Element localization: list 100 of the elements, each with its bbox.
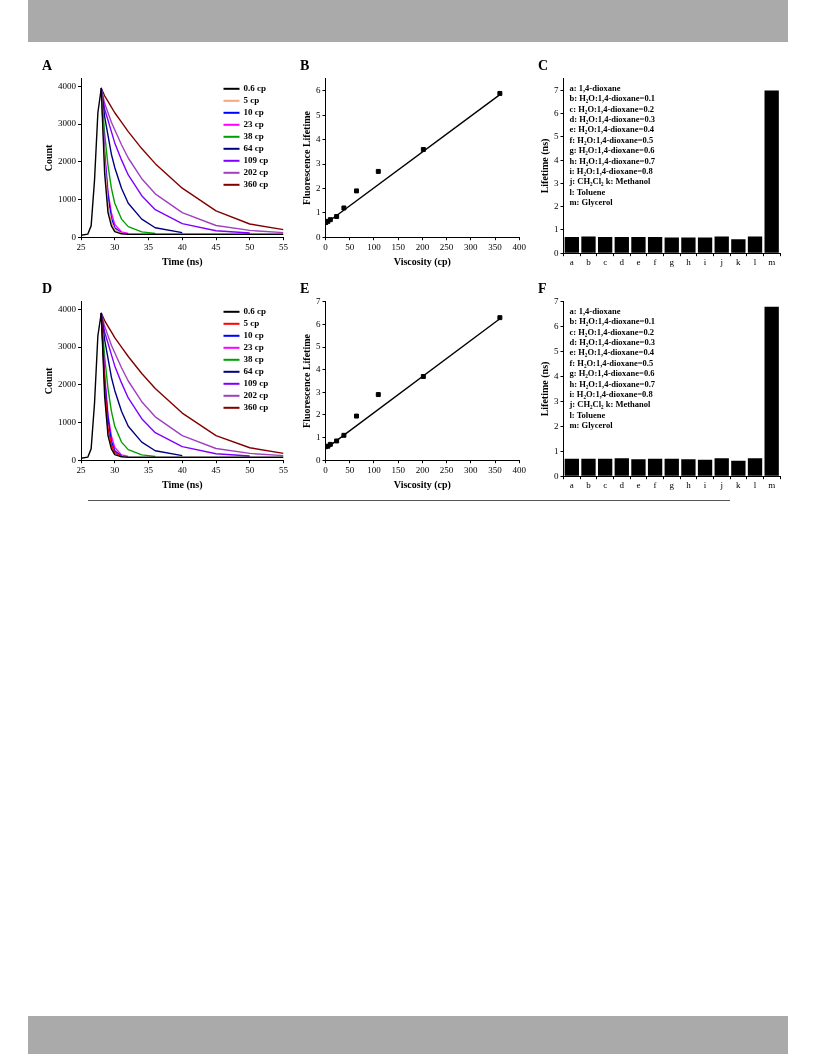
x-tick-label: e: [636, 256, 641, 267]
y-tick-label: 2000: [58, 156, 77, 167]
x-tick-label: 350: [488, 464, 503, 475]
x-tick-label: 30: [110, 464, 120, 475]
y-tick-label: 5: [554, 131, 559, 142]
legend-label: 109 cp: [243, 155, 269, 166]
x-tick-label: l: [753, 479, 757, 490]
legend-label: 0.6 cp: [243, 306, 266, 317]
x-axis-title: Viscosity (cp): [393, 255, 451, 268]
annotation: a: 1,4-dioxane: [569, 305, 622, 317]
x-tick-label: i: [703, 256, 707, 267]
x-tick-label: a: [569, 479, 574, 490]
x-tick-label: 250: [439, 241, 454, 252]
annotation: b: H₂O:1,4-dioxane=0.1: [569, 316, 656, 327]
annotation: g: H₂O:1,4-dioxane=0.6: [569, 368, 656, 379]
x-tick-label: 200: [415, 241, 430, 252]
y-tick-label: 5: [316, 109, 321, 120]
chart-title: B: [300, 58, 310, 74]
x-tick-label: 400: [512, 241, 527, 252]
x-axis-title: Time (ns): [161, 255, 203, 268]
y-axis-title: Fluorescence Lifetime: [300, 333, 312, 428]
legend-label: 360 cp: [243, 402, 269, 413]
legend-label: 10 cp: [243, 330, 264, 341]
x-tick-label: c: [603, 256, 608, 267]
y-tick-label: 6: [554, 321, 559, 332]
x-tick-label: f: [653, 479, 657, 490]
y-tick-label: 2000: [58, 379, 77, 390]
legend-label: 202 cp: [243, 390, 269, 401]
annotation: c: H₂O:1,4-dioxane=0.2: [569, 103, 656, 115]
x-tick-label: 200: [415, 464, 430, 475]
legend-label: 202 cp: [243, 167, 269, 178]
chart-title: C: [538, 58, 549, 74]
x-tick-label: 25: [76, 464, 86, 475]
legend-label: 38 cp: [243, 354, 264, 365]
x-tick-label: 0: [323, 241, 329, 252]
y-tick-label: 7: [554, 84, 559, 95]
annotation: g: H₂O:1,4-dioxane=0.6: [569, 145, 656, 156]
x-tick-label: 350: [488, 241, 503, 252]
annotation: b: H₂O:1,4-dioxane=0.1: [569, 93, 656, 104]
x-tick-label: 55: [279, 241, 289, 252]
chart-title: E: [300, 281, 310, 297]
chart-title: F: [538, 281, 547, 297]
annotation: m: Glycerol: [569, 197, 614, 208]
y-tick-label: 7: [316, 296, 321, 307]
x-tick-label: 150: [391, 241, 406, 252]
y-tick-label: 0: [71, 454, 77, 465]
y-tick-label: 1: [316, 431, 321, 442]
legend-label: 23 cp: [243, 119, 264, 130]
x-tick-label: 55: [279, 464, 289, 475]
x-tick-label: e: [636, 479, 641, 490]
annotation: e: H₂O:1,4-dioxane=0.4: [569, 124, 656, 135]
x-tick-label: 0: [323, 464, 329, 475]
x-tick-label: m: [768, 479, 776, 490]
annotation: e: H₂O:1,4-dioxane=0.4: [569, 347, 656, 358]
legend-label: 38 cp: [243, 131, 264, 142]
x-tick-label: 35: [144, 464, 154, 475]
x-tick-label: g: [669, 256, 675, 267]
x-tick-label: 150: [391, 464, 406, 475]
x-tick-label: c: [603, 479, 608, 490]
x-tick-label: h: [686, 479, 692, 490]
x-tick-label: j: [719, 479, 723, 490]
x-tick-label: 45: [211, 241, 221, 252]
x-tick-label: l: [753, 256, 757, 267]
y-tick-label: 5: [554, 345, 559, 356]
legend-label: 0.6 cp: [243, 83, 266, 94]
annotation: l: Toluene: [569, 409, 607, 421]
y-tick-label: 6: [316, 85, 321, 96]
y-tick-label: 1: [554, 224, 559, 235]
annotation: m: Glycerol: [569, 420, 614, 431]
y-tick-label: 1000: [58, 416, 77, 427]
x-tick-label: 100: [367, 464, 382, 475]
annotation: j: CH₂Cl₂ k: Methanol: [569, 176, 652, 187]
x-axis-title: Viscosity (cp): [393, 478, 451, 491]
x-tick-label: 50: [345, 464, 355, 475]
annotation: l: Toluene: [569, 186, 607, 198]
chart-title: A: [42, 58, 53, 74]
legend-label: 5 cp: [243, 95, 260, 106]
x-tick-label: i: [703, 479, 707, 490]
y-tick-label: 2: [316, 409, 321, 420]
x-tick-label: 50: [245, 241, 255, 252]
annotation: j: CH₂Cl₂ k: Methanol: [569, 399, 652, 410]
y-tick-label: 4000: [58, 80, 77, 91]
x-axis-title: Time (ns): [161, 478, 203, 491]
y-axis-title: Lifetime (ns): [538, 361, 551, 417]
x-tick-label: 40: [177, 464, 188, 475]
x-tick-label: 25: [76, 241, 86, 252]
y-axis-title: Lifetime (ns): [538, 138, 551, 194]
x-tick-label: 300: [464, 464, 479, 475]
legend-label: 5 cp: [243, 318, 260, 329]
legend-label: 64 cp: [243, 366, 264, 377]
x-tick-label: f: [653, 256, 657, 267]
y-axis-title: Count: [42, 367, 54, 395]
y-tick-label: 0: [71, 231, 77, 242]
x-tick-label: h: [686, 256, 692, 267]
annotation: h: H₂O:1,4-dioxane=0.7: [569, 378, 656, 390]
x-tick-label: 35: [144, 241, 154, 252]
y-tick-label: 7: [554, 296, 559, 307]
x-tick-label: a: [569, 256, 574, 267]
annotation: f: H₂O:1,4-dioxane=0.5: [569, 134, 655, 146]
x-tick-label: k: [736, 256, 742, 267]
